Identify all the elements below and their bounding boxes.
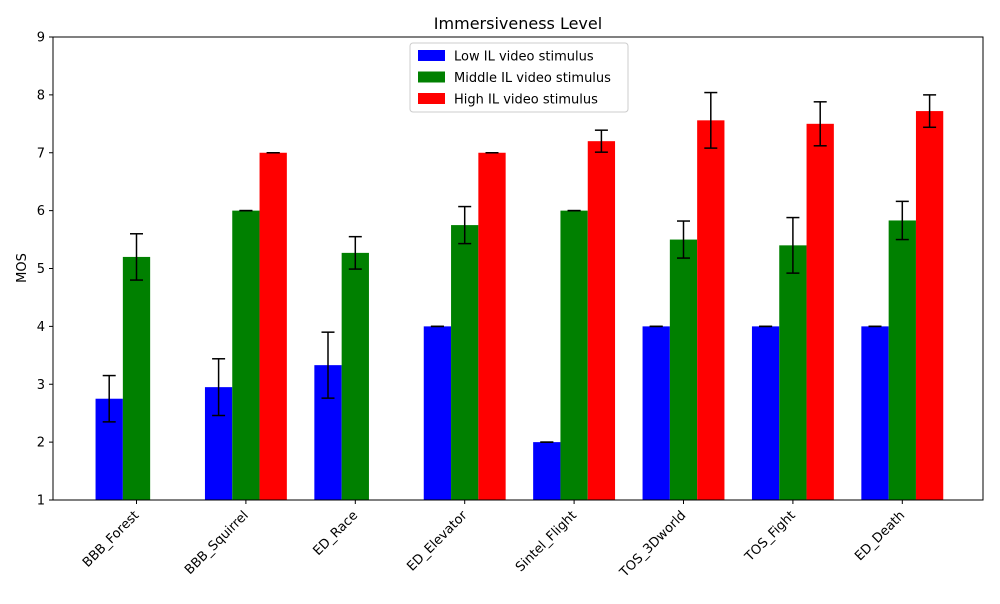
bar-s0-ED_Death — [861, 326, 889, 500]
error-bars-layer — [102, 91, 937, 443]
bar-s0-TOS_3Dworld — [642, 326, 670, 500]
legend: Low IL video stimulus Middle IL video sti… — [409, 42, 629, 113]
x-tick-label-BBB_Squirrel: BBB_Squirrel — [182, 508, 252, 578]
y-tick-label: 3 — [37, 378, 45, 393]
x-tick-label-Sintel_Flight: Sintel_Flight — [513, 508, 580, 575]
y-tick-label: 2 — [37, 436, 45, 451]
bar-s1-ED_Race — [341, 252, 369, 500]
bar-s0-ED_Elevator — [423, 326, 452, 500]
bar-s1-ED_Death — [888, 220, 916, 500]
error-bar-s1-ED_Race — [348, 235, 362, 270]
legend-label-s1: Middle IL video stimulus — [454, 71, 611, 86]
error-bar-s2-Sintel_Flight — [594, 129, 608, 153]
y-tick-label: 4 — [37, 320, 45, 335]
legend-label-s0: Low IL video stimulus — [454, 50, 594, 65]
error-bar-s0-BBB_Squirrel — [212, 358, 226, 417]
y-axis: 1 2 3 4 5 6 7 8 9 — [37, 31, 53, 509]
x-tick-label-ED_Race: ED_Race — [311, 508, 362, 559]
error-bar-s2-TOS_3Dworld — [704, 91, 718, 149]
x-tick-label-ED_Death: ED_Death — [852, 508, 908, 564]
error-bar-s2-ED_Death — [923, 94, 937, 129]
bar-s1-ED_Elevator — [451, 225, 479, 500]
bar-s2-TOS_3Dworld — [697, 120, 725, 500]
x-tick-label-TOS_Fight: TOS_Fight — [742, 508, 799, 565]
x-tick-label-BBB_Forest: BBB_Forest — [80, 508, 142, 570]
legend-swatch-s1 — [418, 71, 445, 83]
error-bar-s0-ED_Race — [321, 331, 335, 399]
chart-title: Immersiveness Level — [434, 14, 602, 33]
y-axis-label: MOS — [15, 253, 30, 283]
y-tick-label: 7 — [37, 146, 45, 161]
bar-s1-BBB_Forest — [122, 256, 151, 500]
y-tick-label: 6 — [37, 204, 45, 219]
bar-s0-TOS_Fight — [751, 326, 780, 500]
plot-frame — [52, 36, 984, 501]
legend-label-s2: High IL video stimulus — [454, 93, 598, 108]
y-tick-label: 8 — [37, 88, 45, 103]
bar-s2-Sintel_Flight — [587, 141, 616, 501]
error-bar-s1-ED_Elevator — [458, 205, 472, 245]
legend-box — [409, 42, 629, 113]
bar-s2-BBB_Squirrel — [259, 152, 287, 500]
bar-s2-TOS_Fight — [806, 123, 834, 500]
x-axis: BBB_Forest BBB_Squirrel ED_Race ED_Elevator… — [80, 500, 908, 581]
bar-s1-TOS_Fight — [779, 245, 807, 500]
legend-swatch-s2 — [418, 93, 445, 104]
bar-s1-TOS_3Dworld — [669, 239, 698, 500]
y-tick-label: 5 — [37, 262, 45, 277]
bars-layer — [95, 111, 944, 501]
error-bar-s1-BBB_Forest — [130, 233, 143, 281]
bar-s2-ED_Death — [915, 111, 944, 500]
error-bar-s0-BBB_Forest — [102, 374, 116, 423]
x-tick-label-TOS_3Dworld: TOS_3Dworld — [616, 508, 689, 581]
bar-s0-Sintel_Flight — [533, 442, 561, 500]
legend-swatch-s0 — [418, 50, 445, 61]
bar-s2-ED_Elevator — [478, 152, 506, 500]
bar-s1-BBB_Squirrel — [232, 210, 260, 500]
error-bar-s1-TOS_3Dworld — [677, 220, 690, 259]
error-bar-s1-ED_Death — [895, 200, 909, 241]
bar-s1-Sintel_Flight — [560, 210, 588, 500]
x-tick-label-ED_Elevator: ED_Elevator — [404, 508, 471, 575]
y-tick-label: 9 — [37, 31, 45, 46]
error-bar-s2-TOS_Fight — [813, 101, 827, 147]
error-bar-s1-TOS_Fight — [786, 216, 800, 274]
y-tick-label: 1 — [37, 494, 45, 509]
